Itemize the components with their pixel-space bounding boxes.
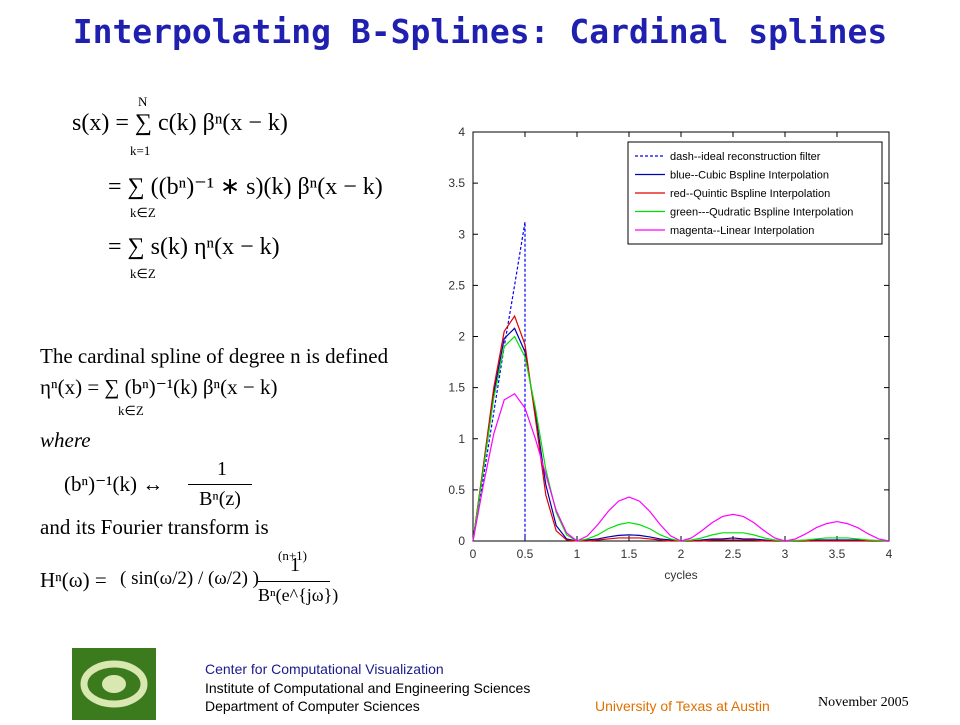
logo-core [102, 675, 126, 693]
legend-label: blue--Cubic Bspline Interpolation [670, 170, 829, 182]
equation: = ∑ s(k) ηⁿ(x − k) [108, 234, 280, 260]
y-tick-label: 1 [458, 432, 465, 446]
legend-label: dash--ideal reconstruction filter [670, 151, 821, 163]
fourier-text: and its Fourier transform is [40, 515, 269, 539]
fraction-bar [258, 581, 330, 582]
equation-upper: N [138, 94, 148, 109]
equation: ( sin(ω/2) / (ω/2) ) [120, 568, 259, 589]
equation-lower: k=1 [130, 143, 151, 158]
equation: (bⁿ)⁻¹(k) ↔ [64, 472, 164, 496]
equation: s(x) = ∑ c(k) βⁿ(x − k) [72, 110, 288, 136]
x-tick-label: 0.5 [517, 547, 534, 561]
logo-mark [80, 660, 148, 708]
series-line [472, 392, 890, 542]
y-tick-label: 3 [458, 227, 465, 241]
legend-box [627, 141, 883, 245]
y-tick-label: 0 [458, 534, 465, 548]
x-axis-label: cycles [664, 568, 697, 582]
x-tick-label: 0 [470, 547, 477, 561]
x-tick-label: 3.5 [829, 547, 846, 561]
equation-power: (n+1) [278, 548, 307, 563]
x-tick-label: 1 [574, 547, 581, 561]
y-tick-label: 0.5 [448, 483, 465, 497]
chart: 0 0.5 1 1.5 2 2.5 3 3.5 4 0 0.5 1 1.5 2 2.5 3 3.5 4 cycles… [448, 125, 893, 582]
fraction-denominator: Bⁿ(e^{jω}) [258, 585, 339, 605]
legend-label: red--Quintic Bspline Interpolation [670, 188, 830, 200]
x-tick-label: 2 [678, 547, 685, 561]
equation: ηⁿ(x) = ∑ (bⁿ)⁻¹(k) βⁿ(x − k) [40, 375, 278, 399]
footer-institute: Institute of Computational and Engineeri… [205, 680, 531, 696]
equation-lower: k∈Z [130, 266, 156, 281]
y-tick-label: 3.5 [448, 176, 465, 190]
y-tick-label: 4 [458, 125, 465, 139]
fraction-numerator: 1 [290, 554, 300, 576]
y-tick-label: 2.5 [448, 278, 465, 292]
footer-center: Center for Computational Visualization [205, 661, 444, 677]
equation-lower: k∈Z [118, 403, 144, 418]
x-tick-label: 2.5 [725, 547, 742, 561]
y-tick-label: 1.5 [448, 381, 465, 395]
fraction-numerator: 1 [217, 458, 227, 480]
equation: = ∑ ((bⁿ)⁻¹ ∗ s)(k) βⁿ(x − k) [108, 174, 383, 200]
fraction-bar [188, 484, 252, 485]
y-tick-label: 2 [458, 330, 465, 344]
x-tick-label: 3 [782, 547, 789, 561]
logo [72, 648, 156, 720]
definition-text: The cardinal spline of degree n is defin… [40, 344, 389, 368]
legend-label: magenta--Linear Interpolation [670, 225, 814, 237]
x-tick-label: 1.5 [621, 547, 638, 561]
slide-title: Interpolating B-Splines: Cardinal spline… [72, 12, 888, 51]
where-text: where [40, 428, 91, 452]
footer-university: University of Texas at Austin [595, 698, 770, 714]
equation: Hⁿ(ω) = [40, 568, 107, 592]
logo-ring [80, 660, 148, 708]
legend-label: green---Qudratic Bspline Interpolation [670, 207, 853, 219]
fraction-denominator: Bⁿ(z) [199, 488, 241, 510]
footer-department: Department of Computer Sciences [205, 698, 420, 714]
footer-date: November 2005 [818, 695, 909, 710]
equation-lower: k∈Z [130, 205, 156, 220]
x-tick-label: 4 [886, 547, 893, 561]
